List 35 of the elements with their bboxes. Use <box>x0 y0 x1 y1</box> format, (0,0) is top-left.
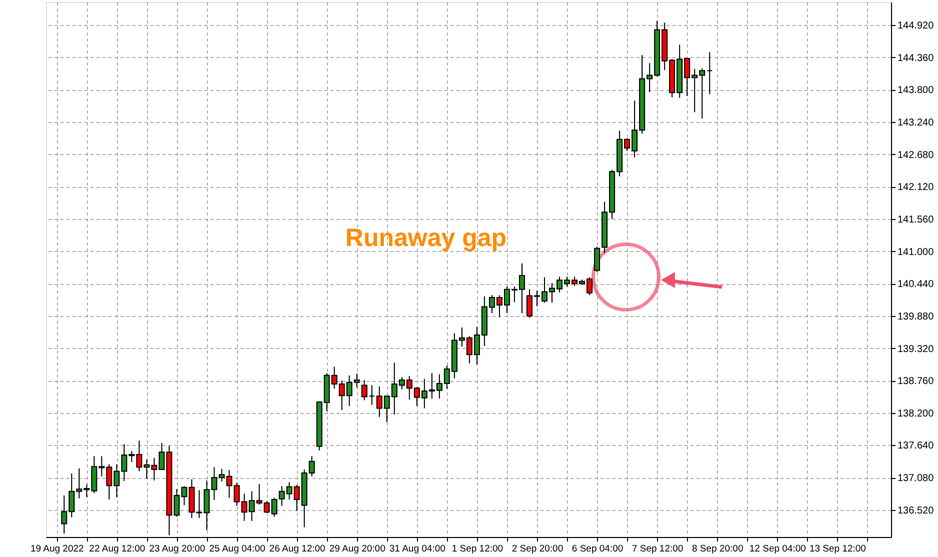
candlestick <box>594 246 600 273</box>
x-tick-label: 23 Aug 20:00 <box>149 544 206 554</box>
x-tick-label: 8 Sep 20:00 <box>692 544 744 554</box>
y-tick-label: 143.240 <box>898 118 934 129</box>
y-tick-label: 141.560 <box>898 214 934 226</box>
x-tick-label: 7 Sep 12:00 <box>632 544 684 554</box>
x-tick-label: 25 Aug 04:00 <box>209 544 266 554</box>
y-tick-label: 140.440 <box>898 279 934 290</box>
x-tick-label: 19 Aug 2022 <box>30 544 84 554</box>
candlestick <box>361 380 368 401</box>
y-tick-label: 136.520 <box>898 505 934 516</box>
candlestick <box>706 52 713 95</box>
annotation: Runaway gap <box>345 224 507 252</box>
y-tick-label: 142.680 <box>898 150 934 161</box>
y-tick-label: 139.320 <box>898 344 934 355</box>
x-tick-label: 2 Sep 20:00 <box>512 544 564 554</box>
x-tick-label: 1 Sep 12:00 <box>452 544 504 554</box>
x-tick-label: 22 Aug 12:00 <box>89 544 146 554</box>
y-tick-label: 138.760 <box>898 376 934 388</box>
y-tick-label: 144.360 <box>898 52 934 64</box>
y-tick-label: 144.920 <box>898 20 934 32</box>
x-tick-label: 26 Aug 12:00 <box>269 544 326 554</box>
y-tick-label: 141.000 <box>898 246 934 258</box>
x-tick-label: 29 Aug 20:00 <box>329 544 386 554</box>
x-tick-label: 12 Sep 04:00 <box>749 544 806 554</box>
y-tick-label: 137.640 <box>898 440 934 452</box>
x-tick-label: 31 Aug 04:00 <box>389 544 446 554</box>
y-tick-label: 138.200 <box>898 408 934 420</box>
x-tick-label: 6 Sep 04:00 <box>572 544 624 554</box>
candlestick <box>368 384 375 406</box>
y-tick-label: 139.880 <box>898 311 934 322</box>
y-tick-label: 142.120 <box>898 182 934 194</box>
x-tick-label: 13 Sep 12:00 <box>809 544 866 554</box>
y-tick-label: 137.080 <box>898 473 934 484</box>
y-tick-label: 143.800 <box>898 85 934 96</box>
